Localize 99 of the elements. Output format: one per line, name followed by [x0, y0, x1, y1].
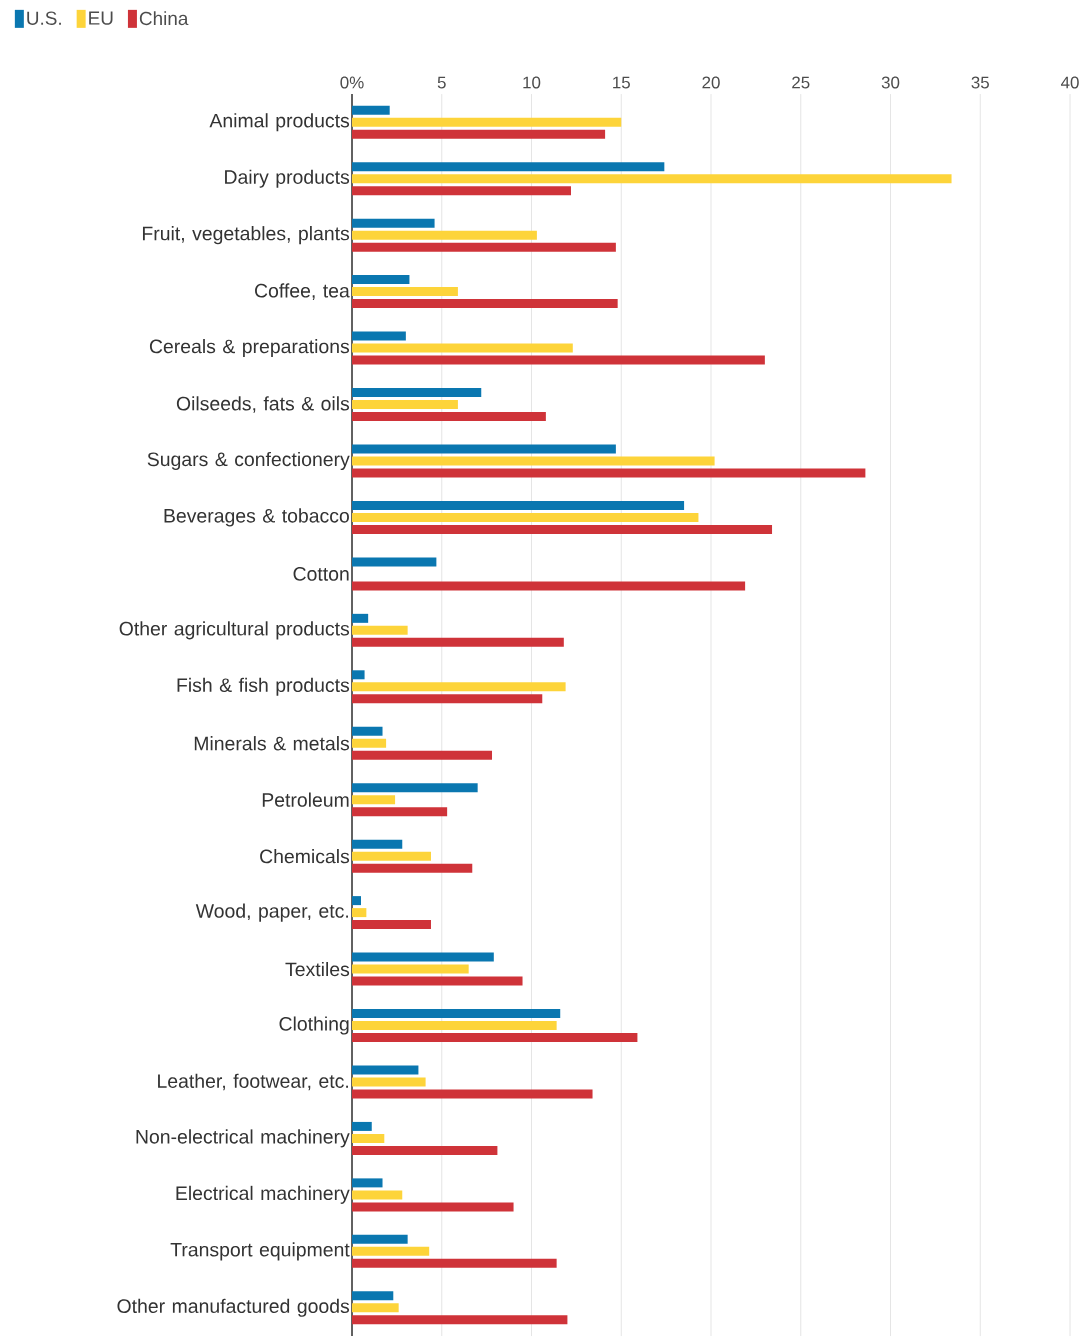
legend-label: U.S.	[27, 11, 61, 25]
bar	[352, 186, 571, 196]
bar	[352, 976, 523, 986]
y-tick-label: Fruit, vegetables, plants	[142, 226, 350, 245]
bar	[352, 1065, 419, 1075]
bar	[352, 839, 403, 849]
bar	[352, 863, 473, 873]
x-tick-label: 25	[792, 76, 810, 89]
bar	[352, 512, 699, 522]
bar	[352, 287, 458, 297]
bar	[352, 557, 437, 567]
bar	[352, 1033, 638, 1043]
x-tick-label: 20	[702, 76, 720, 89]
y-tick-label: Other manufactured goods	[117, 1298, 350, 1317]
y-tick-label: Beverages & tobacco	[164, 508, 349, 527]
bar	[352, 1077, 426, 1087]
bar	[352, 908, 367, 918]
bar	[352, 1178, 383, 1188]
y-tick-label: Minerals & metals	[194, 736, 350, 751]
bar	[352, 682, 566, 692]
bar	[352, 162, 665, 172]
bar	[352, 625, 408, 635]
bar	[352, 670, 365, 680]
y-tick-label: Other agricultural products	[119, 621, 350, 640]
y-tick-label: Transport equipment	[170, 1242, 350, 1261]
bar	[352, 1190, 403, 1200]
x-tick-label: 5	[437, 76, 446, 89]
legend-label: EU	[89, 11, 113, 25]
bar	[352, 1202, 514, 1212]
bar	[352, 807, 448, 817]
x-tick-label: 15	[613, 76, 630, 89]
bar	[352, 694, 543, 704]
bar	[352, 388, 482, 398]
bar	[352, 331, 406, 341]
y-tick-label: Petroleum	[262, 792, 349, 807]
bar	[352, 343, 573, 353]
bar	[352, 964, 469, 974]
y-tick-label: Animal products	[209, 113, 350, 132]
bar	[352, 117, 622, 127]
bar	[352, 1021, 557, 1031]
bar	[352, 400, 458, 410]
bar	[352, 129, 606, 139]
bar	[352, 218, 435, 228]
x-tick-label: 30	[881, 76, 900, 89]
bar	[352, 1234, 408, 1244]
bar	[352, 1145, 498, 1155]
y-tick-label: Electrical machinery	[176, 1185, 350, 1204]
bar	[352, 952, 494, 962]
bar	[352, 1009, 561, 1019]
y-tick-label: Cereals & preparations	[149, 339, 350, 358]
bar	[352, 783, 478, 793]
bar	[352, 1133, 385, 1143]
bar	[352, 1315, 568, 1325]
bar	[352, 105, 390, 115]
bar	[352, 275, 410, 285]
y-tick-label: Fish & fish products	[177, 677, 350, 696]
x-tick-label: 0%	[340, 76, 364, 89]
bar	[352, 726, 383, 736]
bar	[352, 738, 387, 748]
bar	[352, 456, 715, 466]
y-tick-label: Oilseeds, fats & oils	[176, 396, 350, 413]
bar	[352, 750, 493, 760]
bar	[352, 355, 765, 365]
x-tick-label: 40	[1060, 76, 1079, 89]
bar	[352, 581, 746, 591]
bar	[352, 613, 369, 623]
bar	[352, 444, 616, 454]
bar	[352, 524, 773, 534]
x-tick-label: 35	[971, 76, 989, 89]
bar	[352, 1121, 372, 1131]
x-tick-label: 10	[523, 76, 541, 89]
y-tick-label: Cotton	[293, 567, 349, 581]
y-tick-label: Non-electrical machinery	[136, 1129, 350, 1148]
bar	[352, 1246, 430, 1256]
y-tick-label: Chemicals	[260, 849, 350, 864]
bar	[352, 896, 361, 906]
bar	[352, 851, 431, 861]
bar	[352, 1303, 399, 1313]
bar	[352, 795, 396, 805]
y-tick-label: Leather, footwear, etc.	[158, 1073, 349, 1091]
y-tick-label: Clothing	[279, 1016, 349, 1035]
y-tick-label: Wood, paper, etc.	[195, 903, 349, 922]
legend-label: China	[139, 11, 189, 26]
y-tick-label: Dairy products	[225, 169, 350, 188]
bar	[352, 242, 616, 252]
bar	[352, 468, 866, 478]
y-tick-label: Textiles	[285, 961, 350, 977]
bar	[352, 1258, 557, 1268]
y-tick-label: Sugars & confectionery	[147, 451, 350, 471]
bar	[352, 920, 431, 930]
bar	[352, 174, 952, 184]
bar	[352, 412, 546, 422]
bar	[352, 1291, 394, 1301]
bar	[352, 500, 685, 510]
bar	[352, 637, 564, 647]
bar	[352, 1089, 593, 1099]
bar	[352, 299, 618, 309]
y-tick-label: Coffee, tea	[255, 283, 350, 300]
bar	[352, 230, 537, 240]
